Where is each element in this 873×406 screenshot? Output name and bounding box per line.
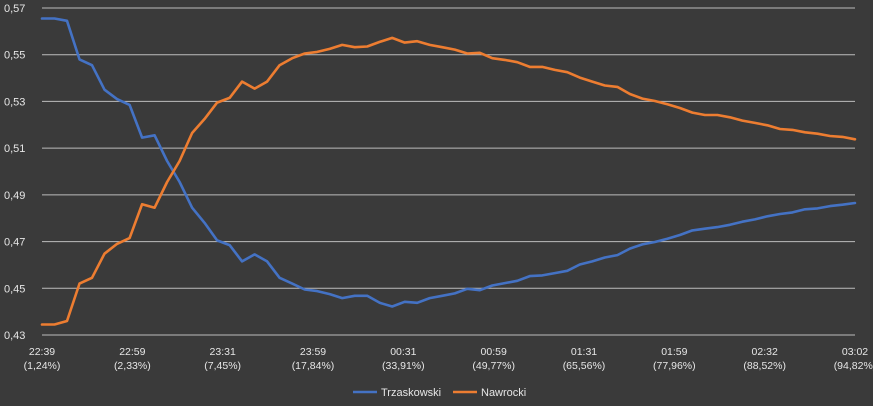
x-tick-percent-8: (88,52%) [743, 360, 786, 372]
legend-label-nawrocki: Nawrocki [481, 387, 526, 399]
x-tick-0: 22:39 (1,24%) [24, 346, 61, 372]
x-tick-time-0: 22:39 [29, 346, 55, 358]
x-tick-time-8: 02:32 [752, 346, 778, 358]
x-tick-8: 02:32 (88,52%) [743, 346, 786, 372]
x-tick-9: 03:02 (94,82%) [834, 346, 873, 372]
x-tick-7: 01:59 (77,96%) [653, 346, 696, 372]
x-tick-time-5: 00:59 [481, 346, 507, 358]
series-lines [40, 17, 857, 326]
x-tick-4: 00:31 (33,91%) [382, 346, 425, 372]
x-tick-time-3: 23:59 [300, 346, 326, 358]
x-tick-time-9: 03:02 [842, 346, 868, 358]
x-tick-percent-0: (1,24%) [24, 360, 61, 372]
x-tick-1: 22:59 (2,33%) [114, 346, 151, 372]
x-tick-percent-3: (17,84%) [292, 360, 335, 372]
x-tick-5: 00:59 (49,77%) [472, 346, 515, 372]
gridlines [42, 7, 855, 336]
series-line-nawrocki [40, 36, 857, 326]
x-tick-percent-4: (33,91%) [382, 360, 425, 372]
x-axis-ticks: 22:39 (1,24%) 22:59 (2,33%) 23:31 (7,45%) 23:5… [24, 346, 873, 372]
legend-item-nawrocki: Nawrocki [453, 387, 526, 399]
y-tick-label-5: 0,53 [4, 96, 25, 108]
x-tick-percent-6: (65,56%) [563, 360, 606, 372]
x-tick-6: 01:31 (65,56%) [563, 346, 606, 372]
x-tick-time-1: 22:59 [119, 346, 145, 358]
x-tick-time-4: 00:31 [390, 346, 416, 358]
x-tick-percent-7: (77,96%) [653, 360, 696, 372]
x-tick-percent-2: (7,45%) [204, 360, 241, 372]
legend: Trzaskowski Nawrocki [353, 387, 526, 399]
y-tick-label-2: 0,47 [4, 237, 25, 249]
y-tick-label-4: 0,51 [4, 143, 25, 155]
x-tick-time-6: 01:31 [571, 346, 597, 358]
y-tick-label-6: 0,55 [4, 50, 25, 62]
x-tick-time-2: 23:31 [210, 346, 236, 358]
y-tick-label-1: 0,45 [4, 283, 25, 295]
x-tick-percent-5: (49,77%) [472, 360, 515, 372]
series-line-trzaskowski [40, 17, 857, 308]
legend-item-trzaskowski: Trzaskowski [353, 387, 441, 399]
x-tick-percent-9: (94,82%) [834, 360, 873, 372]
x-tick-2: 23:31 (7,45%) [204, 346, 241, 372]
x-tick-time-7: 01:59 [661, 346, 687, 358]
x-tick-3: 23:59 (17,84%) [292, 346, 335, 372]
y-tick-label-3: 0,49 [4, 190, 25, 202]
x-tick-percent-1: (2,33%) [114, 360, 151, 372]
legend-label-trzaskowski: Trzaskowski [381, 387, 441, 399]
y-tick-label-7: 0,57 [4, 3, 25, 15]
y-axis-ticks: 0,43 0,45 0,47 0,49 0,51 0,53 0,55 0,57 [4, 3, 25, 342]
y-tick-label-0: 0,43 [4, 330, 25, 342]
